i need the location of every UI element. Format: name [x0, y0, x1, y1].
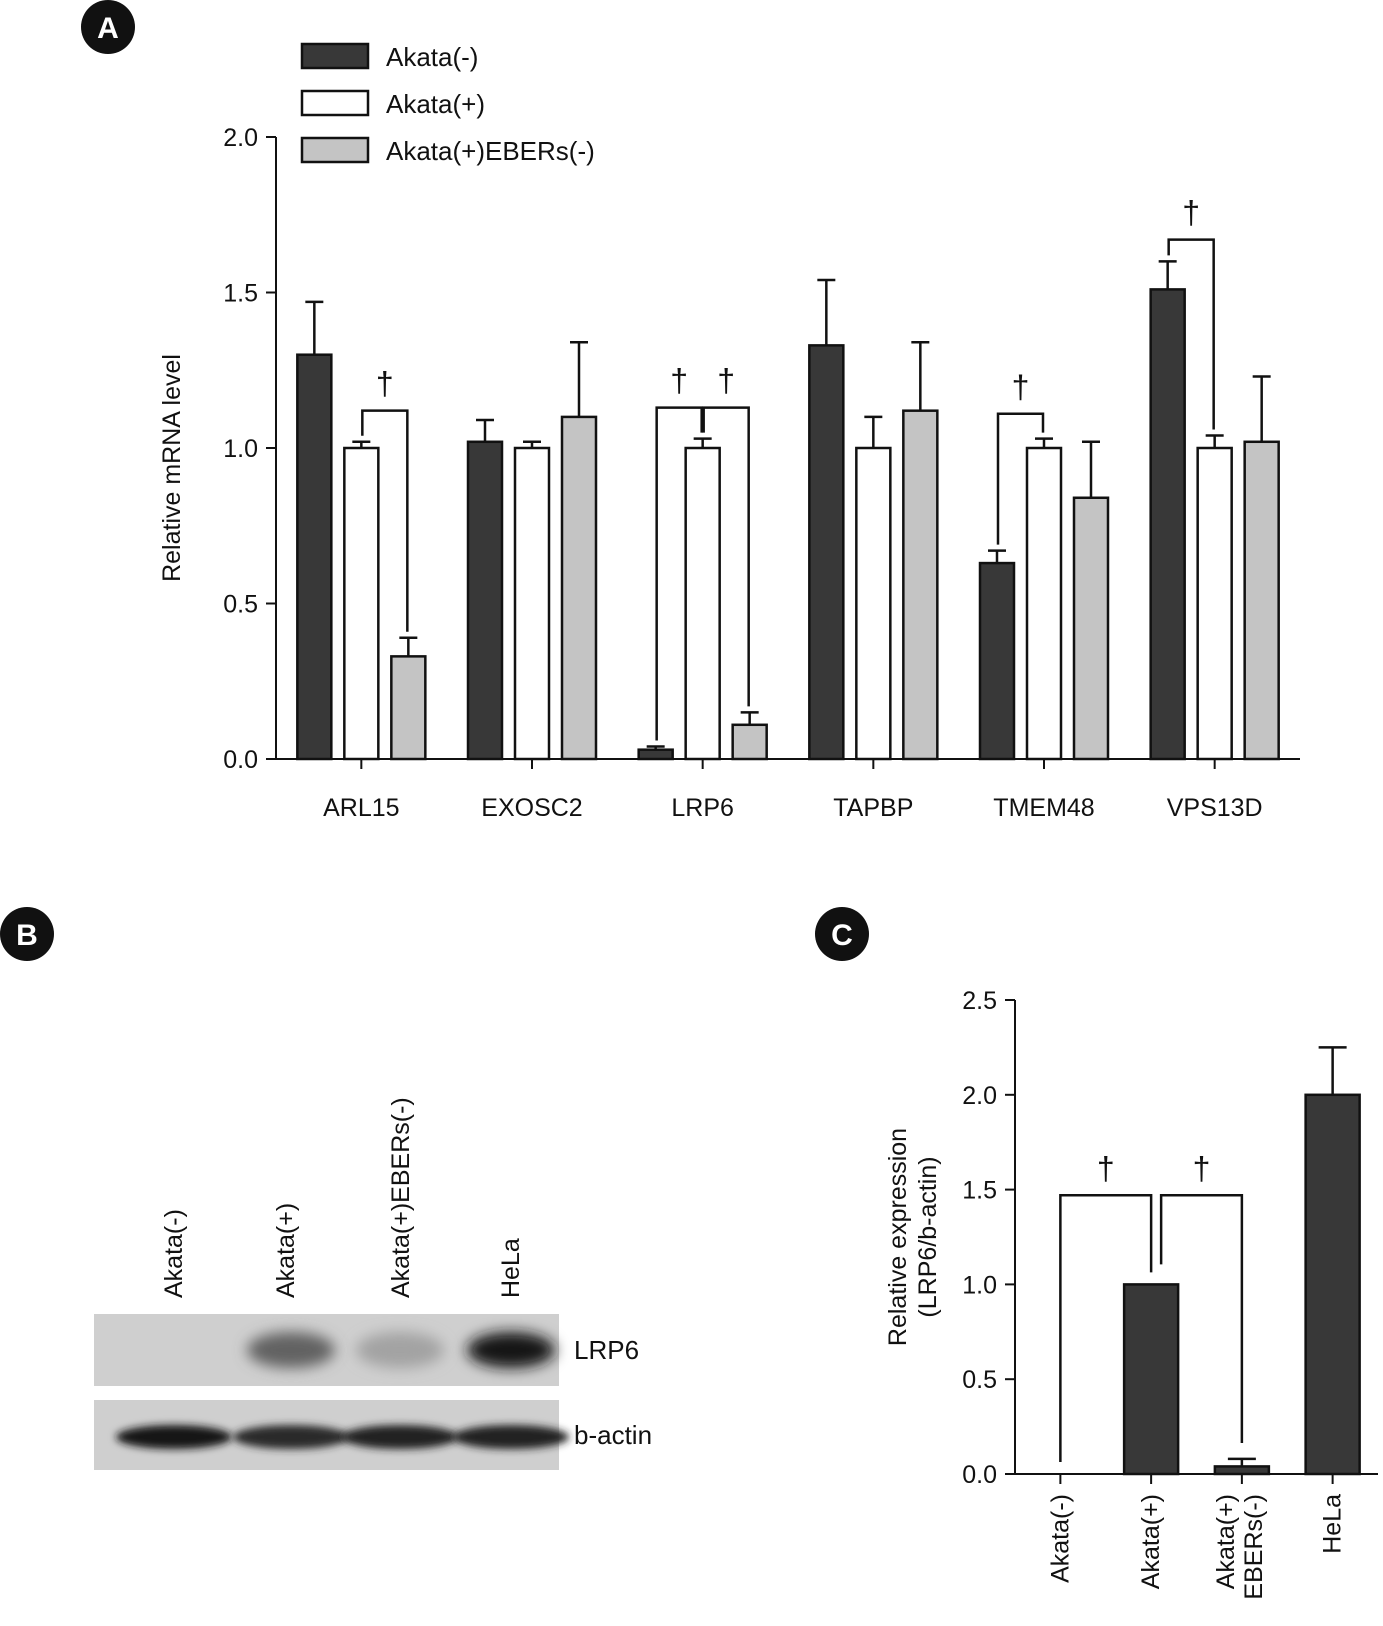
panel-a-x-tick-label: ARL15: [323, 794, 399, 822]
panel-a-bar: [1025, 446, 1063, 761]
panel-c-significance-bracket: [1059, 1194, 1153, 1462]
panel-a-bar: [855, 446, 892, 761]
panel-b-band: [116, 1425, 232, 1449]
panel-b-lane-label: HeLa: [497, 1238, 525, 1298]
panel-a-y-tick-label: 2.0: [223, 124, 258, 152]
panel-c-y-axis-label-line2: (LRP6/b-actin): [914, 1156, 942, 1317]
panel-c-significance-marker: †: [1097, 1150, 1115, 1186]
panel-a-letter: A: [97, 12, 119, 45]
panel-c-y-tick-label: 2.0: [962, 1082, 997, 1110]
panel-a-legend-swatch: [300, 89, 370, 117]
panel-b-band: [233, 1425, 349, 1449]
panel-b-band: [342, 1425, 458, 1449]
panel-a-significance-marker: †: [1012, 369, 1030, 405]
panel-a-legend-swatch: [300, 42, 370, 70]
panel-c-badge: C: [815, 907, 869, 961]
panel-c-bar: [1122, 1283, 1180, 1476]
panel-b-band: [467, 1332, 555, 1368]
panel-a-significance-bracket: [702, 406, 750, 707]
panel-c-y-tick-label: 0.5: [962, 1366, 997, 1394]
panel-b-lane-label: Akata(+): [272, 1203, 300, 1298]
panel-c-bar: [1304, 1093, 1361, 1476]
panel-a-bar: [684, 446, 721, 761]
panel-a-x-tick-label: TAPBP: [833, 794, 913, 822]
panel-a-bar: [637, 748, 674, 761]
panel-c-y-tick-label: 0.0: [962, 1461, 997, 1489]
panel-b-band-label: LRP6: [574, 1335, 639, 1365]
panel-a-bar: [560, 415, 598, 761]
panel-a-bar: [513, 446, 551, 761]
panel-c-x-tick-label: Akata(+): [1212, 1494, 1240, 1589]
panel-b-band: [247, 1332, 335, 1368]
panel-a-bar: [1196, 446, 1233, 761]
panel-a-legend-label: Akata(-): [386, 42, 478, 72]
panel-a-legend-label: Akata(+)EBERs(-): [386, 136, 595, 166]
panel-a-significance-bracket: [996, 412, 1045, 545]
panel-c-x-tick-label-line2: EBERs(-): [1240, 1494, 1268, 1600]
panel-a-y-tick-label: 0.5: [223, 591, 258, 619]
panel-c-bar: [1213, 1465, 1271, 1476]
panel-a-bar: [1243, 440, 1280, 761]
panel-a-y-tick-label: 0.0: [223, 746, 258, 774]
panel-b-lane-label: Akata(-): [160, 1209, 188, 1298]
panel-a-bar: [1072, 496, 1110, 761]
panel-a-y-tick-label: 1.5: [223, 280, 258, 308]
panel-a-x-tick-label: LRP6: [671, 794, 734, 822]
panel-a-bar: [466, 440, 504, 761]
panel-b-badge: B: [0, 907, 54, 961]
panel-c-chart: 0.0 0.5 1.0 1.5 2.0 2.5 Akata(-) Akata(+) Akata(…: [884, 987, 1378, 1600]
panel-a-x-tick-label: VPS13D: [1167, 794, 1263, 822]
panel-a-bar: [808, 344, 845, 761]
panel-c-significance-bracket: [1159, 1194, 1244, 1444]
panel-c-letter: C: [831, 919, 853, 952]
panel-c-y-axis-label-line1: Relative expression: [884, 1128, 912, 1346]
panel-b-band: [453, 1425, 569, 1449]
panel-c-x-tick-label: Akata(-): [1046, 1494, 1074, 1583]
panel-a-significance-marker: †: [670, 363, 688, 399]
panel-a-x-tick-label: EXOSC2: [481, 794, 582, 822]
panel-a-bar: [296, 353, 333, 761]
panel-a-bar: [1149, 288, 1186, 761]
panel-c-y-tick-label: 1.5: [962, 1177, 997, 1205]
panel-b-lane-label: Akata(+)EBERs(-): [387, 1097, 415, 1298]
panel-a-y-axis-label: Relative mRNA level: [158, 354, 186, 582]
panel-a-legend-label: Akata(+): [386, 89, 485, 119]
panel-b-letter: B: [16, 919, 38, 952]
panel-a-legend-swatch: [300, 136, 370, 164]
panel-a-significance-bracket: [655, 406, 703, 741]
panel-b-band-label: b-actin: [574, 1420, 652, 1450]
panel-a-bar: [390, 655, 427, 761]
panel-a-significance-bracket: [361, 409, 409, 632]
panel-a-chart: 0.0 0.5 1.0 1.5 2.0 ARL15 EXOSC2 LRP6 TAPBP TMEM4…: [158, 42, 1300, 822]
panel-a-bar: [978, 561, 1016, 761]
panel-a-significance-marker: †: [1182, 195, 1200, 231]
panel-a-significance-marker: †: [376, 366, 394, 402]
panel-c-y-tick-label: 1.0: [962, 1271, 997, 1299]
panel-c-x-tick-label: HeLa: [1319, 1494, 1347, 1554]
panel-c-significance-marker: †: [1193, 1150, 1211, 1186]
panel-a-bar: [343, 446, 380, 761]
panel-a-bar: [731, 723, 768, 761]
panel-c-y-tick-label: 2.5: [962, 987, 997, 1015]
panel-a-y-tick-label: 1.0: [223, 435, 258, 463]
panel-a-badge: A: [81, 0, 135, 54]
panel-b-western-blot: Akata(-) Akata(+) Akata(+)EBERs(-) HeLa LRP6…: [94, 1097, 652, 1470]
panel-c-x-tick-label: Akata(+): [1137, 1494, 1165, 1589]
panel-a-x-tick-label: TMEM48: [993, 794, 1094, 822]
panel-a-significance-bracket: [1167, 238, 1215, 430]
panel-b-band: [356, 1332, 444, 1368]
panel-a-significance-marker: †: [717, 363, 735, 399]
panel-a-bar: [902, 409, 939, 761]
